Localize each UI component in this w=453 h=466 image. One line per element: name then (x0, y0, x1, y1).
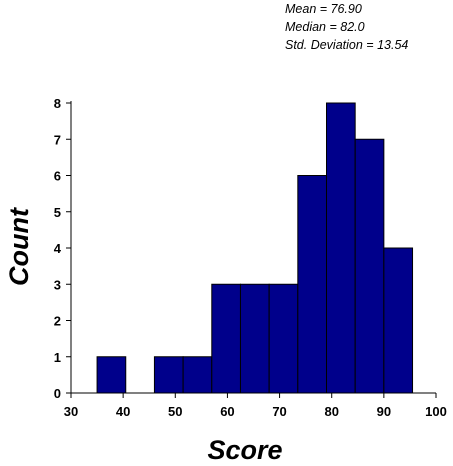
y-tick-label: 4 (54, 241, 62, 256)
stat-median: Median = 82.0 (285, 20, 365, 34)
x-axis-title: Score (207, 435, 282, 465)
x-tick-label: 90 (377, 404, 391, 419)
y-tick-label: 7 (54, 132, 61, 147)
x-tick-label: 30 (64, 404, 78, 419)
y-tick-label: 2 (54, 314, 61, 329)
x-axis-ticks: 30 40 50 60 70 80 90 100 (64, 393, 447, 419)
y-tick-label: 3 (54, 277, 61, 292)
histogram-bar-8 (297, 175, 328, 394)
x-tick-label: 70 (272, 404, 286, 419)
y-tick-label: 8 (54, 96, 61, 111)
x-tick-label: 40 (116, 404, 130, 419)
y-tick-label: 1 (54, 350, 61, 365)
histogram-bar-10 (354, 138, 385, 394)
histogram-bar-5 (211, 283, 241, 394)
chart-axes (70, 101, 436, 394)
x-tick-label: 50 (168, 404, 182, 419)
histogram-bars (96, 102, 414, 394)
histogram-bar-11 (383, 247, 414, 394)
x-tick-label: 100 (425, 404, 447, 419)
stat-std-deviation: Std. Deviation = 13.54 (285, 38, 409, 52)
x-tick-label: 60 (220, 404, 234, 419)
histogram-bar-1 (96, 356, 127, 394)
y-axis-ticks: 0 1 2 3 4 5 6 7 8 (54, 96, 71, 401)
histogram-bar-9 (326, 102, 356, 394)
histogram-bar-4 (182, 356, 213, 394)
histogram-bar-3 (153, 356, 184, 394)
x-tick-label: 80 (324, 404, 338, 419)
stat-mean: Mean = 76.90 (285, 2, 362, 16)
y-axis-title: Count (4, 207, 34, 286)
y-tick-label: 5 (54, 205, 61, 220)
histogram-bar-6 (239, 283, 270, 394)
histogram-bar-7 (268, 283, 299, 394)
y-tick-label: 0 (54, 386, 61, 401)
y-tick-label: 6 (54, 169, 61, 184)
